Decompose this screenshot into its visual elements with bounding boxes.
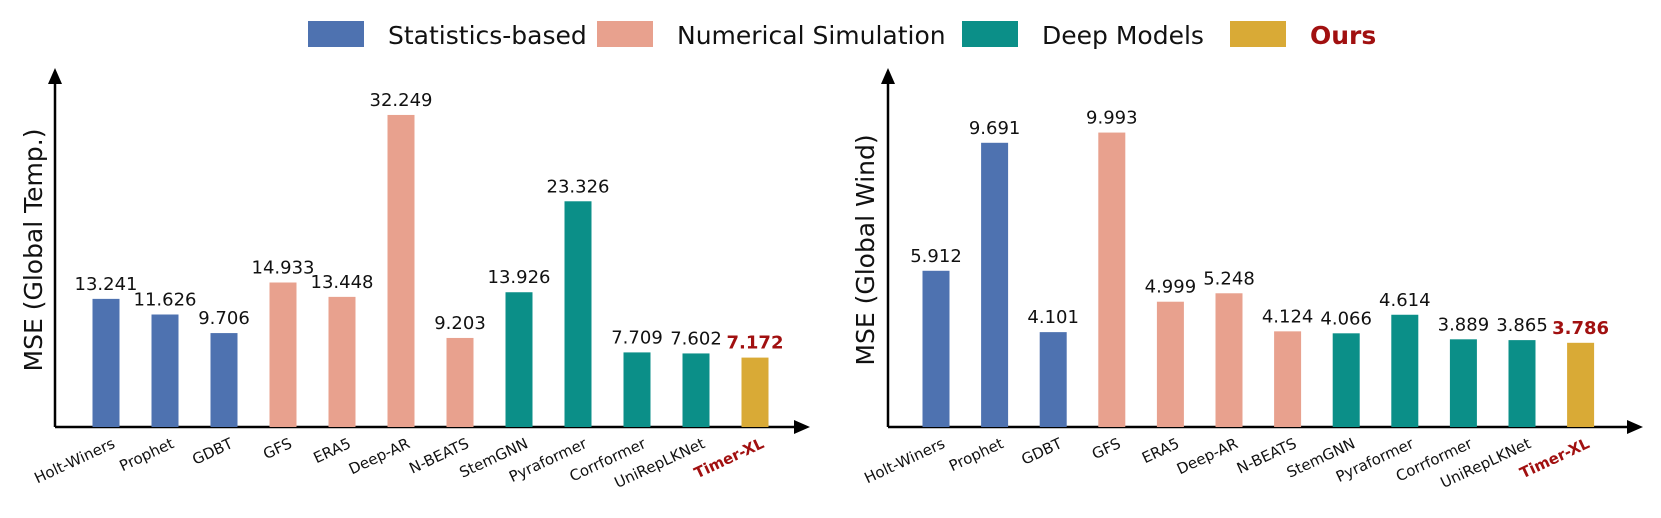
tick-label-prophet: Prophet bbox=[946, 434, 1006, 475]
bar-n-beats bbox=[446, 337, 474, 427]
value-label-pyraformer: 4.614 bbox=[1379, 290, 1431, 311]
value-label-deep-ar: 32.249 bbox=[370, 90, 433, 111]
bar-gdbt bbox=[210, 333, 238, 427]
tick-label-gdbt: GDBT bbox=[1019, 434, 1066, 469]
bar-timer-xl bbox=[741, 357, 769, 427]
value-label-holt-winers: 13.241 bbox=[75, 274, 138, 295]
x-axis-arrow bbox=[1627, 420, 1643, 434]
value-label-unireplknet: 3.865 bbox=[1496, 315, 1548, 336]
value-label-pyraformer: 23.326 bbox=[547, 176, 610, 197]
value-label-timer-xl: 3.786 bbox=[1552, 318, 1609, 339]
bar-holt-winers bbox=[92, 298, 120, 427]
value-label-corrformer: 3.889 bbox=[1438, 314, 1490, 335]
value-label-gdbt: 9.706 bbox=[198, 308, 250, 329]
value-label-prophet: 11.626 bbox=[134, 290, 197, 311]
value-label-n-beats: 9.203 bbox=[434, 313, 486, 334]
tick-label-gfs: GFS bbox=[1089, 434, 1123, 463]
bar-era5 bbox=[1156, 301, 1184, 427]
bar-unireplknet bbox=[682, 353, 710, 427]
bar-gfs bbox=[269, 282, 297, 427]
legend-label-deep-models: Deep Models bbox=[1042, 21, 1204, 50]
bar-deep-ar bbox=[387, 114, 415, 428]
chart-global-wind: MSE (Global Wind) 5.912 Holt-Winers 9.691 Pr… bbox=[851, 68, 1643, 492]
bar-n-beats bbox=[1274, 331, 1302, 427]
bar-era5 bbox=[328, 296, 356, 427]
bar-stemgnn bbox=[1332, 333, 1360, 427]
value-label-corrformer: 7.709 bbox=[611, 327, 663, 348]
value-label-unireplknet: 7.602 bbox=[670, 328, 722, 349]
legend-swatch-ours bbox=[1230, 21, 1286, 47]
y-axis-arrow bbox=[48, 68, 62, 84]
value-label-prophet: 9.691 bbox=[969, 118, 1021, 139]
value-label-era5: 4.999 bbox=[1145, 277, 1197, 298]
bar-prophet bbox=[981, 142, 1009, 428]
tick-label-deep-ar: Deep-AR bbox=[1174, 434, 1241, 478]
legend-swatch-statistics-based bbox=[308, 21, 364, 47]
legend-label-statistics-based: Statistics-based bbox=[388, 21, 587, 50]
tick-label-prophet: Prophet bbox=[117, 434, 177, 475]
y-axis-label: MSE (Global Temp.) bbox=[19, 129, 48, 372]
value-label-holt-winers: 5.912 bbox=[910, 246, 962, 267]
bar-corrformer bbox=[1449, 339, 1477, 427]
value-label-gfs: 14.933 bbox=[252, 258, 315, 279]
tick-label-gfs: GFS bbox=[260, 434, 294, 463]
bar-pyraformer bbox=[564, 201, 592, 427]
value-label-timer-xl: 7.172 bbox=[727, 333, 784, 354]
y-axis-label: MSE (Global Wind) bbox=[851, 134, 880, 365]
legend-label-ours: Ours bbox=[1310, 21, 1376, 50]
bar-pyraformer bbox=[1391, 314, 1419, 427]
tick-label-gdbt: GDBT bbox=[189, 434, 236, 469]
y-axis-arrow bbox=[881, 68, 895, 84]
tick-label-holt-winers: Holt-Winers bbox=[32, 434, 118, 487]
value-label-stemgnn: 13.926 bbox=[488, 267, 551, 288]
value-label-deep-ar: 5.248 bbox=[1203, 268, 1255, 289]
bar-gfs bbox=[1098, 132, 1126, 427]
bar-deep-ar bbox=[1215, 293, 1243, 427]
x-axis-arrow bbox=[794, 420, 810, 434]
bar-stemgnn bbox=[505, 292, 533, 427]
tick-label-deep-ar: Deep-AR bbox=[346, 434, 413, 478]
bar-unireplknet bbox=[1508, 340, 1536, 427]
value-label-stemgnn: 4.066 bbox=[1320, 308, 1372, 329]
legend: Statistics-based Numerical Simulation Deep… bbox=[308, 21, 1376, 50]
bar-corrformer bbox=[623, 352, 651, 427]
value-label-era5: 13.448 bbox=[311, 272, 374, 293]
value-label-gfs: 9.993 bbox=[1086, 108, 1138, 129]
legend-swatch-deep-models bbox=[962, 21, 1018, 47]
bar-timer-xl bbox=[1567, 342, 1595, 427]
bar-prophet bbox=[151, 314, 179, 427]
legend-swatch-numerical-simulation bbox=[597, 21, 653, 47]
bar-holt-winers bbox=[922, 270, 950, 427]
value-label-gdbt: 4.101 bbox=[1027, 307, 1079, 328]
tick-label-holt-winers: Holt-Winers bbox=[862, 434, 948, 487]
legend-label-numerical-simulation: Numerical Simulation bbox=[677, 21, 946, 50]
chart-global-temp: MSE (Global Temp.) 13.241 Holt-Winers 11.62… bbox=[19, 68, 810, 492]
value-label-n-beats: 4.124 bbox=[1262, 306, 1314, 327]
bar-gdbt bbox=[1039, 332, 1067, 427]
